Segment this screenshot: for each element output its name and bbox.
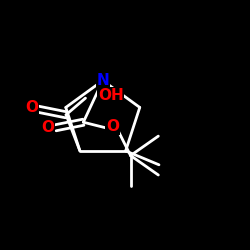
Text: N: N	[96, 73, 109, 88]
Text: O: O	[25, 100, 38, 115]
Text: O: O	[41, 120, 54, 135]
Text: O: O	[106, 119, 119, 134]
Text: OH: OH	[98, 88, 124, 103]
